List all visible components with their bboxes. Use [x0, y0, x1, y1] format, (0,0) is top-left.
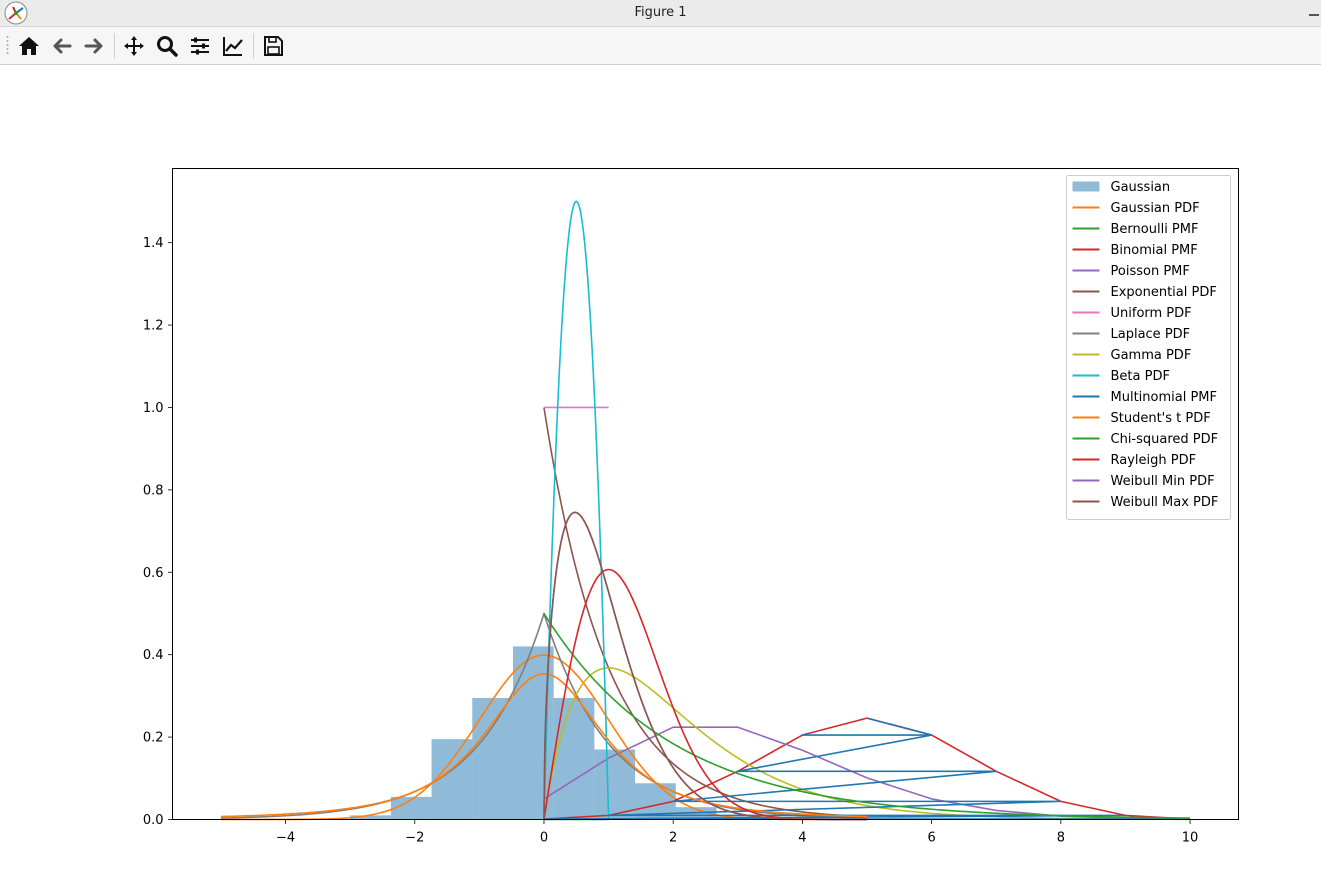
home-icon	[19, 37, 39, 55]
back-arrow-icon	[53, 38, 72, 54]
legend-swatch	[1072, 181, 1100, 192]
legend-label: Laplace PDF	[1111, 327, 1191, 342]
configure-subplots-icon	[191, 37, 209, 55]
x-tick-label: 6	[927, 831, 935, 846]
zoom-button[interactable]	[152, 31, 182, 61]
y-tick-label: 1.4	[143, 236, 164, 251]
x-tick-label: 0	[540, 831, 548, 846]
legend-label: Student's t PDF	[1111, 411, 1211, 426]
save-button[interactable]	[258, 31, 288, 61]
x-tick-label: −4	[276, 831, 295, 846]
minimize-icon[interactable]	[1307, 0, 1321, 26]
legend-label: Gaussian PDF	[1111, 201, 1200, 216]
histogram-bar	[594, 749, 636, 820]
zoom-magnifier-icon	[157, 36, 178, 57]
legend-label: Beta PDF	[1111, 369, 1170, 384]
legend-label: Gaussian	[1111, 180, 1171, 195]
histogram-bar	[350, 815, 391, 820]
save-floppy-icon	[264, 36, 283, 56]
axes-frame	[172, 168, 1239, 820]
legend-label: Exponential PDF	[1111, 285, 1217, 300]
legend-label: Bernoulli PMF	[1111, 222, 1199, 237]
legend-label: Weibull Max PDF	[1111, 495, 1219, 510]
y-axis-ticks: 0.0 0.2 0.4 0.6 0.8 1.0 1.2 1.4	[143, 236, 173, 828]
home-button[interactable]	[14, 31, 44, 61]
legend-label: Binomial PMF	[1111, 243, 1198, 258]
y-tick-label: 0.6	[143, 566, 164, 581]
legend-label: Multinomial PMF	[1111, 390, 1218, 405]
figure-canvas[interactable]: −4 −2 0 2 4 6 8 10 0.0 0.2 0.4 0.6 0.8 1.0 1.2 1.4 Gau…	[0, 65, 1321, 878]
forward-arrow-icon	[84, 38, 103, 54]
series-line	[543, 717, 1191, 820]
edit-axis-icon	[223, 37, 243, 56]
chart-series	[220, 200, 1191, 821]
y-tick-label: 1.0	[143, 401, 164, 416]
legend-label: Gamma PDF	[1111, 348, 1192, 363]
legend-box	[1066, 175, 1231, 520]
x-axis-ticks: −4 −2 0 2 4 6 8 10	[276, 819, 1199, 846]
legend: Gaussian Gaussian PDF Bernoulli PMF Binomia…	[1066, 175, 1231, 520]
y-tick-label: 0.0	[143, 813, 164, 828]
histogram-bar	[472, 697, 513, 820]
legend-label: Uniform PDF	[1111, 306, 1192, 321]
pan-move-icon	[124, 36, 144, 56]
histogram-bar	[390, 796, 432, 820]
y-tick-label: 0.2	[143, 731, 164, 746]
toolbar-separator	[114, 33, 115, 59]
pan-button[interactable]	[119, 31, 149, 61]
legend-label: Weibull Min PDF	[1111, 474, 1215, 489]
series-line	[543, 407, 868, 818]
plot-toolbar	[0, 27, 1321, 65]
legend-label: Rayleigh PDF	[1111, 453, 1197, 468]
toolbar-separator	[253, 33, 254, 59]
window-title: Figure 1	[634, 5, 687, 20]
toolbar-grip-icon[interactable]	[6, 35, 9, 57]
legend-label: Chi-squared PDF	[1111, 432, 1219, 447]
x-tick-label: −2	[405, 831, 424, 846]
edit-axis-button[interactable]	[218, 31, 248, 61]
back-button[interactable]	[47, 31, 77, 61]
series-line	[220, 673, 868, 818]
x-tick-label: 8	[1057, 831, 1065, 846]
series-line	[543, 613, 1191, 819]
chart[interactable]: −4 −2 0 2 4 6 8 10 0.0 0.2 0.4 0.6 0.8 1.0 1.2 1.4 Gau…	[0, 65, 1321, 878]
configure-subplots-button[interactable]	[185, 31, 215, 61]
y-tick-label: 1.2	[143, 319, 164, 334]
x-tick-label: 10	[1182, 831, 1199, 846]
y-tick-label: 0.8	[143, 483, 164, 498]
y-tick-label: 0.4	[143, 648, 164, 663]
series-line	[543, 200, 610, 820]
app-logo-icon	[4, 1, 28, 25]
x-tick-label: 2	[669, 831, 677, 846]
x-tick-label: 4	[798, 831, 806, 846]
forward-button[interactable]	[79, 31, 109, 61]
legend-label: Poisson PMF	[1111, 264, 1190, 279]
window-titlebar: Figure 1	[0, 0, 1321, 27]
